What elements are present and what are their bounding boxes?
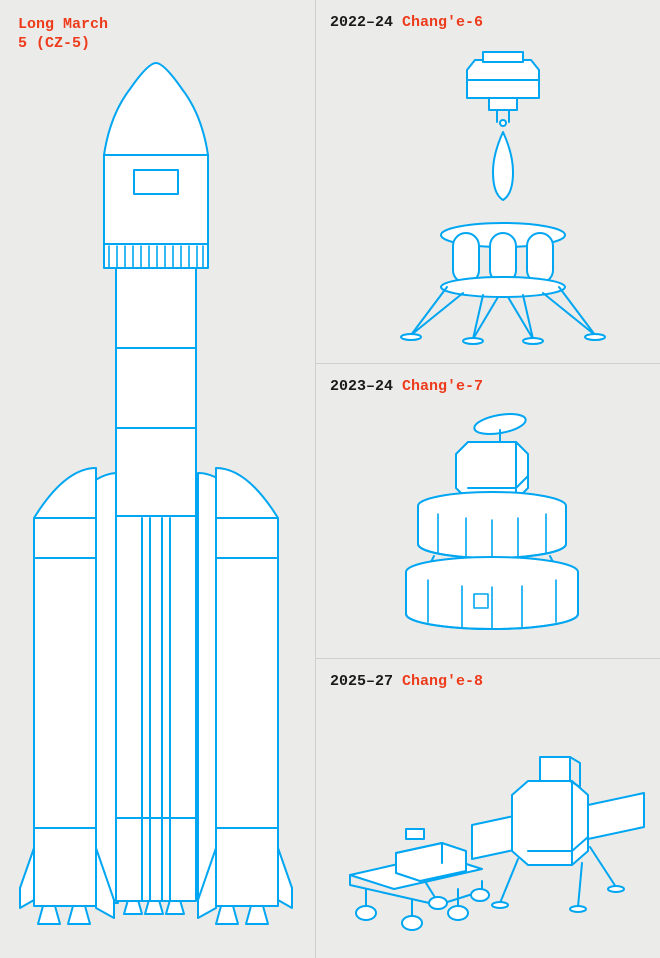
mission-name: Chang'e-6 <box>402 14 483 31</box>
mission-date: 2025–27 <box>330 673 393 690</box>
mission-change7: 2023–24 Chang'e-7 <box>316 363 660 658</box>
missions-panel: 2022–24 Chang'e-6 <box>316 0 660 958</box>
change8-diagram <box>330 715 650 945</box>
rocket-diagram <box>16 58 302 942</box>
rocket-label: Long March 5 (CZ-5) <box>18 16 108 54</box>
mission-name: Chang'e-8 <box>402 673 483 690</box>
mission-date: 2022–24 <box>330 14 393 31</box>
rocket-label-line2: 5 (CZ-5) <box>18 35 90 52</box>
change7-diagram <box>372 408 612 638</box>
mission-name: Chang'e-7 <box>402 378 483 395</box>
mission-change8: 2025–27 Chang'e-8 <box>316 658 660 958</box>
mission-date: 2023–24 <box>330 378 393 395</box>
rocket-panel: Long March 5 (CZ-5) <box>0 0 316 958</box>
mission-label: 2022–24 Chang'e-6 <box>330 14 660 31</box>
change6-diagram <box>378 40 638 350</box>
rocket-label-line1: Long March <box>18 16 108 33</box>
mission-label: 2025–27 Chang'e-8 <box>330 673 660 690</box>
mission-label: 2023–24 Chang'e-7 <box>330 378 660 395</box>
mission-change6: 2022–24 Chang'e-6 <box>316 0 660 363</box>
